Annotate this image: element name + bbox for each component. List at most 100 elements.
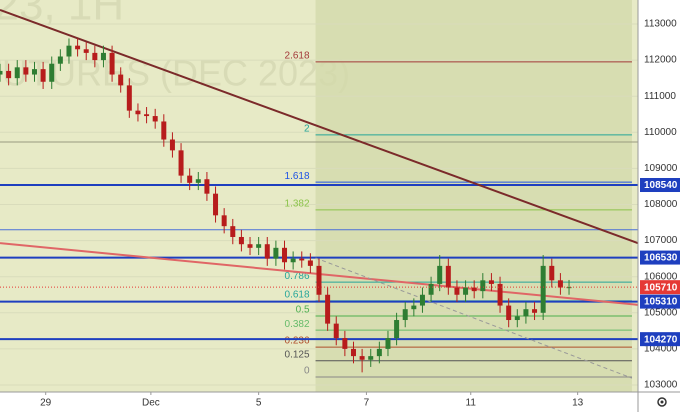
candle-body (437, 265, 443, 284)
candle-body (549, 265, 555, 281)
candle-body (428, 283, 434, 295)
candle-body (532, 309, 538, 313)
candle-body (566, 287, 572, 289)
y-tick-label: 103000 (644, 380, 678, 391)
candle-body (230, 226, 236, 237)
price-tag (640, 280, 680, 295)
candle-body (385, 338, 391, 349)
y-tick-label: 111000 (644, 91, 676, 102)
candle-body (169, 139, 175, 151)
candle-body (40, 69, 46, 82)
candle-body (221, 215, 227, 227)
candle-body (368, 356, 374, 360)
y-tick-label: 110000 (644, 127, 677, 138)
candle-body (14, 67, 20, 79)
price-tag (640, 294, 680, 309)
fib-label: 0.125 (285, 349, 310, 360)
candle-body (187, 175, 193, 183)
candle-body (307, 260, 313, 266)
x-tick-label: 5 (256, 398, 262, 409)
price-tag (640, 250, 680, 265)
price-tag-label: 106530 (644, 253, 678, 264)
candle-body (31, 69, 37, 75)
price-tag-label: 108540 (644, 180, 678, 191)
candle-body (480, 280, 486, 292)
candle-body (135, 110, 141, 115)
candle-body (523, 309, 529, 317)
candle-body (256, 244, 262, 248)
price-tag (640, 332, 680, 347)
x-tick-label: 11 (466, 398, 477, 409)
candle-body (100, 52, 106, 61)
candle-body (273, 247, 279, 259)
x-tick-label: 7 (364, 398, 370, 409)
candle-body (161, 121, 167, 140)
candle-body (126, 85, 132, 111)
settings-icon[interactable] (657, 397, 667, 407)
candle-body (83, 49, 89, 53)
x-tick-label: 29 (40, 398, 52, 409)
fib-label: 1.382 (285, 199, 310, 210)
y-tick-label: 108000 (644, 199, 678, 210)
watermark: 023, 1H (0, 0, 124, 30)
price-tag-label: 104270 (644, 334, 678, 345)
candle-body (23, 67, 29, 75)
candle-body (299, 258, 305, 261)
fib-label: 0.618 (285, 290, 310, 301)
candle-body (394, 320, 400, 339)
candle-body (282, 247, 288, 263)
fib-label: 0 (304, 366, 310, 377)
candle-body (514, 316, 520, 321)
y-tick-label: 104000 (644, 344, 678, 355)
candle-body (342, 338, 348, 349)
candle-body (463, 287, 469, 295)
candle-body (6, 70, 12, 79)
candle-body (66, 45, 72, 57)
x-tick-label: 13 (572, 398, 584, 409)
fib-label: 2.618 (285, 51, 310, 62)
candle-body (402, 309, 408, 321)
candle-body (445, 265, 451, 288)
candle-body (497, 283, 503, 306)
candle-body (454, 287, 460, 295)
candle-body (350, 348, 356, 357)
trend-line (0, 8, 638, 245)
plot-area: 023, 1H FUTURES (DEC 2023) 2.61821.6181.… (0, 0, 638, 392)
candle-body (488, 280, 494, 284)
y-tick-label: 109000 (644, 163, 678, 174)
fib-label: 0.5 (296, 305, 310, 316)
candle-body (325, 294, 331, 324)
candle-body (195, 179, 201, 183)
price-tag-label: 105710 (644, 282, 678, 293)
y-tick-label: 107000 (644, 235, 678, 246)
time-axis (0, 392, 638, 412)
candle-body (411, 305, 417, 310)
fib-zone (315, 0, 632, 392)
trend-line (315, 257, 633, 379)
y-tick-label: 113000 (644, 19, 677, 30)
fib-label: 1.618 (285, 171, 310, 182)
candle-body (0, 70, 3, 75)
candle-body (49, 63, 55, 82)
candle-body (540, 265, 546, 313)
x-tick-label: Dec (142, 398, 160, 409)
candle-body (247, 244, 253, 248)
candle-body (557, 280, 563, 288)
candle-body (316, 265, 322, 295)
candle-body (178, 150, 184, 176)
fib-label: 0.382 (285, 319, 310, 330)
candle-body (333, 323, 339, 339)
y-tick-label: 106000 (644, 271, 678, 282)
candle-body (144, 114, 150, 117)
candle-body (213, 193, 219, 216)
candle-body (118, 74, 124, 86)
candle-body (75, 45, 81, 50)
candle-body (204, 179, 210, 194)
candle-body (109, 52, 115, 75)
y-tick-label: 105000 (644, 307, 678, 318)
price-tag (640, 178, 680, 193)
fib-label: 2 (304, 123, 310, 134)
fib-label: 0.236 (285, 336, 310, 347)
